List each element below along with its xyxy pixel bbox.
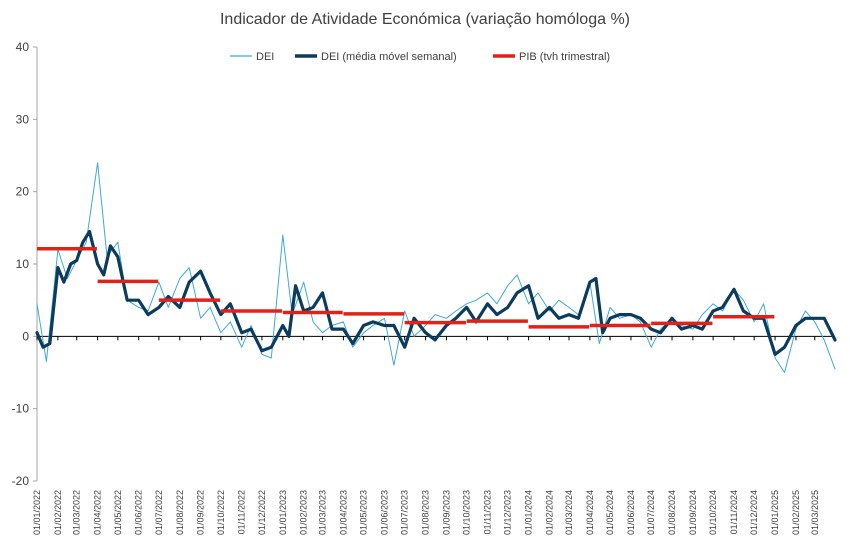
legend-label-dei: DEI bbox=[256, 51, 274, 63]
x-tick-label: 01/05/2023 bbox=[359, 490, 369, 535]
y-tick-label: 10 bbox=[16, 257, 30, 271]
plot-area bbox=[35, 162, 837, 373]
x-tick-label: 01/02/2025 bbox=[791, 490, 801, 535]
chart-title: Indicador de Atividade Económica (variaç… bbox=[220, 11, 630, 28]
x-tick-label: 01/11/2022 bbox=[237, 490, 247, 534]
x-tick-label: 01/01/2025 bbox=[770, 490, 780, 535]
x-tick-label: 01/06/2024 bbox=[626, 490, 636, 535]
x-tick-label: 01/07/2022 bbox=[154, 490, 164, 535]
x-tick-label: 01/06/2022 bbox=[134, 490, 144, 535]
x-tick-label: 01/09/2023 bbox=[441, 490, 451, 535]
x-tick-label: 01/03/2024 bbox=[564, 490, 574, 535]
legend-item-dei: DEI bbox=[230, 51, 274, 63]
x-tick-label: 01/12/2023 bbox=[503, 490, 513, 535]
x-tick-label: 01/11/2023 bbox=[483, 490, 493, 534]
x-tick-label: 01/08/2022 bbox=[175, 490, 185, 535]
x-tick-label: 01/12/2024 bbox=[749, 490, 759, 535]
x-tick-label: 01/02/2024 bbox=[544, 490, 554, 535]
legend-item-pib: PIB (tvh trimestral) bbox=[493, 51, 610, 63]
y-tick-label: 0 bbox=[22, 329, 29, 343]
x-tick-label: 01/05/2024 bbox=[605, 490, 615, 535]
x-tick-label: 01/04/2024 bbox=[585, 490, 595, 535]
x-tick-label: 01/08/2023 bbox=[421, 490, 431, 535]
x-tick-label: 01/07/2023 bbox=[400, 490, 410, 535]
series-dei-line bbox=[36, 162, 836, 373]
x-tick-label: 01/05/2022 bbox=[113, 490, 123, 535]
y-tick-label: 20 bbox=[16, 185, 30, 199]
y-tick-label: 30 bbox=[16, 112, 30, 126]
x-tick-label: 01/03/2023 bbox=[318, 490, 328, 535]
x-tick-label: 01/02/2023 bbox=[299, 490, 309, 535]
y-axis: -20 -10 0 10 20 30 40 bbox=[12, 40, 38, 488]
x-tick-label: 01/12/2022 bbox=[257, 490, 267, 535]
x-tick-label: 01/10/2024 bbox=[708, 490, 718, 535]
x-tick-label: 01/04/2023 bbox=[338, 490, 348, 535]
y-tick-label: -10 bbox=[12, 402, 30, 416]
legend: DEI DEI (média móvel semanal) PIB (tvh t… bbox=[230, 51, 610, 63]
x-tick-label: 01/03/2022 bbox=[72, 490, 82, 535]
x-tick-label: 01/07/2024 bbox=[646, 490, 656, 535]
x-tick-label: 01/09/2024 bbox=[688, 490, 698, 535]
x-tick-label: 01/04/2022 bbox=[93, 490, 103, 535]
y-tick-label: -20 bbox=[12, 474, 30, 488]
x-tick-label: 01/01/2022 bbox=[32, 490, 42, 535]
legend-item-dei-media: DEI (média móvel semanal) bbox=[295, 51, 457, 63]
x-tick-label: 01/01/2024 bbox=[524, 490, 534, 535]
legend-label-dei-media: DEI (média móvel semanal) bbox=[321, 51, 457, 63]
series-dei-media-line bbox=[35, 229, 837, 356]
x-tick-label: 01/08/2024 bbox=[667, 490, 677, 535]
x-tick-label: 01/10/2022 bbox=[216, 490, 226, 535]
x-tick-label: 01/09/2022 bbox=[196, 490, 206, 535]
x-axis: 01/01/2022 01/02/2022 01/03/2022 01/04/2022… bbox=[32, 335, 835, 535]
y-tick-label: 40 bbox=[16, 40, 30, 54]
x-tick-label: 01/10/2023 bbox=[462, 490, 472, 535]
x-tick-label: 01/06/2023 bbox=[379, 490, 389, 535]
x-tick-label: 01/03/2025 bbox=[810, 490, 820, 535]
legend-label-pib: PIB (tvh trimestral) bbox=[519, 51, 610, 63]
x-tick-label: 01/01/2023 bbox=[278, 490, 288, 535]
x-tick-label: 01/02/2022 bbox=[53, 490, 63, 535]
x-tick-label: 01/11/2024 bbox=[729, 490, 739, 534]
